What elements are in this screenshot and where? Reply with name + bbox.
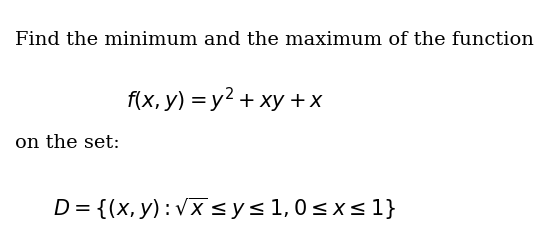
- Text: $D = \{(x, y) : \sqrt{x} \leq y \leq 1, 0 \leq x \leq 1\}$: $D = \{(x, y) : \sqrt{x} \leq y \leq 1, …: [53, 195, 397, 222]
- Text: Find the minimum and the maximum of the function: Find the minimum and the maximum of the …: [15, 31, 534, 49]
- Text: on the set:: on the set:: [15, 134, 119, 152]
- Text: $f(x, y) = y^2 + xy + x$: $f(x, y) = y^2 + xy + x$: [126, 86, 324, 115]
